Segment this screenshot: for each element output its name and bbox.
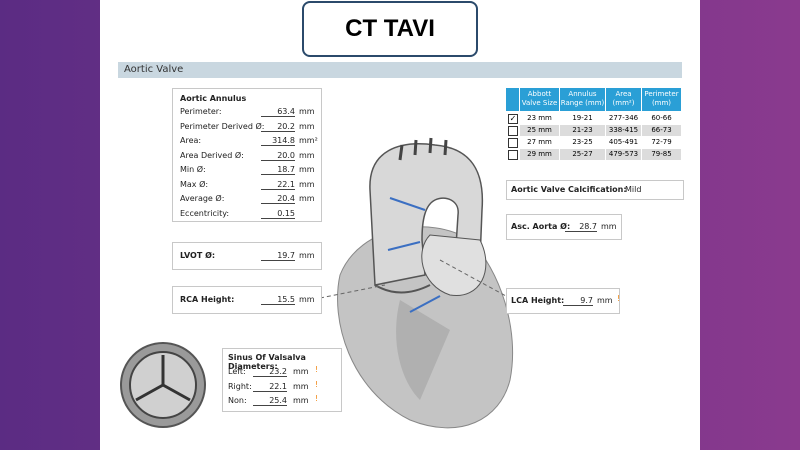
annulus-line [374, 284, 431, 294]
table-cell: 29 mm [520, 149, 559, 160]
rca-box: RCA Height: 15.5 mm [172, 286, 322, 314]
annulus-box: Aortic Annulus Perimeter: 63.4 mm Perimeter… [172, 88, 322, 222]
field-label: Perimeter Derived Ø: [180, 121, 265, 131]
field-unit: mm [293, 396, 309, 405]
sinus-box: Sinus Of Valsalva Diameters: Left: 23.2 mm… [222, 348, 342, 412]
checkbox [508, 138, 518, 148]
field-value: 63.4 [261, 107, 295, 117]
field-label: Right: [228, 381, 252, 391]
warning-flag: ! [315, 365, 319, 374]
table-cell: 79-85 [642, 149, 681, 160]
field-value: 23.2 [253, 367, 287, 377]
field-value: 314.8 [261, 136, 295, 146]
header-corner [506, 88, 519, 111]
field-unit: mm [597, 296, 613, 305]
field-unit: mm [299, 121, 315, 131]
field-value: 20.2 [261, 122, 295, 132]
field-label: Perimeter: [180, 107, 222, 116]
measure-arrows [387, 197, 441, 313]
field-unit: mm [299, 251, 315, 260]
annulus-title: Aortic Annulus [180, 94, 247, 103]
column-header: Abbott Valve Size [520, 88, 559, 111]
table-cell: 72-79 [642, 137, 681, 148]
table-cell: 23 mm [520, 113, 559, 124]
field-unit: mm [299, 295, 315, 304]
column-header: Perimeter (mm) [642, 88, 681, 111]
section-header: Aortic Valve [118, 62, 682, 78]
field-label: Area Derived Ø: [180, 150, 244, 160]
checkbox [508, 150, 518, 160]
table-cell: 27 mm [520, 137, 559, 148]
table-cell: 60-66 [642, 113, 681, 124]
field-value: 28.7 [565, 222, 597, 232]
table-cell: 21-23 [560, 125, 605, 136]
table-cell: 66-73 [642, 125, 681, 136]
field-label: LCA Height: [511, 296, 565, 305]
calcification-value: Mild [625, 185, 642, 194]
checkbox [508, 126, 518, 136]
valve-commissures [135, 355, 191, 402]
leader-lines [319, 259, 507, 299]
field-value: 19.7 [261, 251, 295, 261]
field-unit: mm [293, 381, 309, 391]
atrium [421, 234, 487, 296]
table-cell: 277-346 [606, 113, 641, 124]
field-value: 15.5 [261, 295, 295, 305]
warning-flag: ! [315, 379, 319, 389]
heart-shade [396, 300, 450, 400]
field-label: Max Ø: [180, 179, 209, 189]
table-cell: 25 mm [520, 125, 559, 136]
field-label: LVOT Ø: [180, 251, 216, 260]
table-cell: 23-25 [560, 137, 605, 148]
table-cell: 479-573 [606, 149, 641, 160]
field-value: 20.0 [261, 151, 295, 161]
checkbox: ✓ [508, 114, 518, 124]
lvot-box: LVOT Ø: 19.7 mm [172, 242, 322, 270]
field-unit: mm [601, 222, 617, 231]
warning-flag: ! [315, 394, 319, 403]
arch-vessels [398, 137, 448, 161]
report-page: CT TAVI Aortic Valve Aortic Annulus Peri… [100, 0, 700, 450]
warning-flag: ! [617, 294, 621, 303]
title: CT TAVI [302, 1, 478, 57]
field-label: Non: [228, 396, 247, 405]
field-value: 25.4 [253, 396, 287, 406]
field-label: Min Ø: [180, 165, 206, 174]
table-cell: 25-27 [560, 149, 605, 160]
field-unit: mm [299, 179, 315, 189]
field-value: 18.7 [261, 165, 295, 175]
asc-aorta-box: Asc. Aorta Ø: 28.7 mm [506, 214, 622, 240]
field-value: 20.4 [261, 194, 295, 204]
field-unit: mm [299, 165, 315, 174]
lca-box: LCA Height: 9.7 mm! [506, 288, 620, 314]
table-cell: 405-491 [606, 137, 641, 148]
field-unit: mm [293, 367, 309, 376]
table-cell: 338-415 [606, 125, 641, 136]
field-label: Eccentricity: [180, 208, 230, 218]
column-header: Annulus Range (mm) [560, 88, 605, 111]
field-value: 22.1 [261, 180, 295, 190]
field-label: Asc. Aorta Ø: [511, 222, 571, 231]
field-unit: mm [299, 194, 315, 203]
field-label: Area: [180, 136, 202, 145]
sinus-title: Sinus Of Valsalva Diameters: [228, 353, 306, 371]
calcification-box: Aortic Valve Calcification: Mild [506, 180, 684, 200]
field-value: 9.7 [563, 296, 593, 306]
field-value: 22.1 [253, 382, 287, 392]
field-unit: mm [299, 150, 315, 160]
field-unit: mm² [299, 136, 318, 145]
aorta [369, 143, 484, 286]
column-header: Area (mm²) [606, 88, 641, 111]
field-label: Left: [228, 367, 246, 376]
calcification-label: Aortic Valve Calcification: [511, 185, 627, 194]
field-value: 0.15 [261, 209, 295, 219]
table-cell: 19-21 [560, 113, 605, 124]
field-unit: mm [299, 107, 315, 116]
field-label: Average Ø: [180, 194, 225, 203]
field-label: RCA Height: [180, 295, 235, 304]
heart-illustration [120, 137, 514, 429]
